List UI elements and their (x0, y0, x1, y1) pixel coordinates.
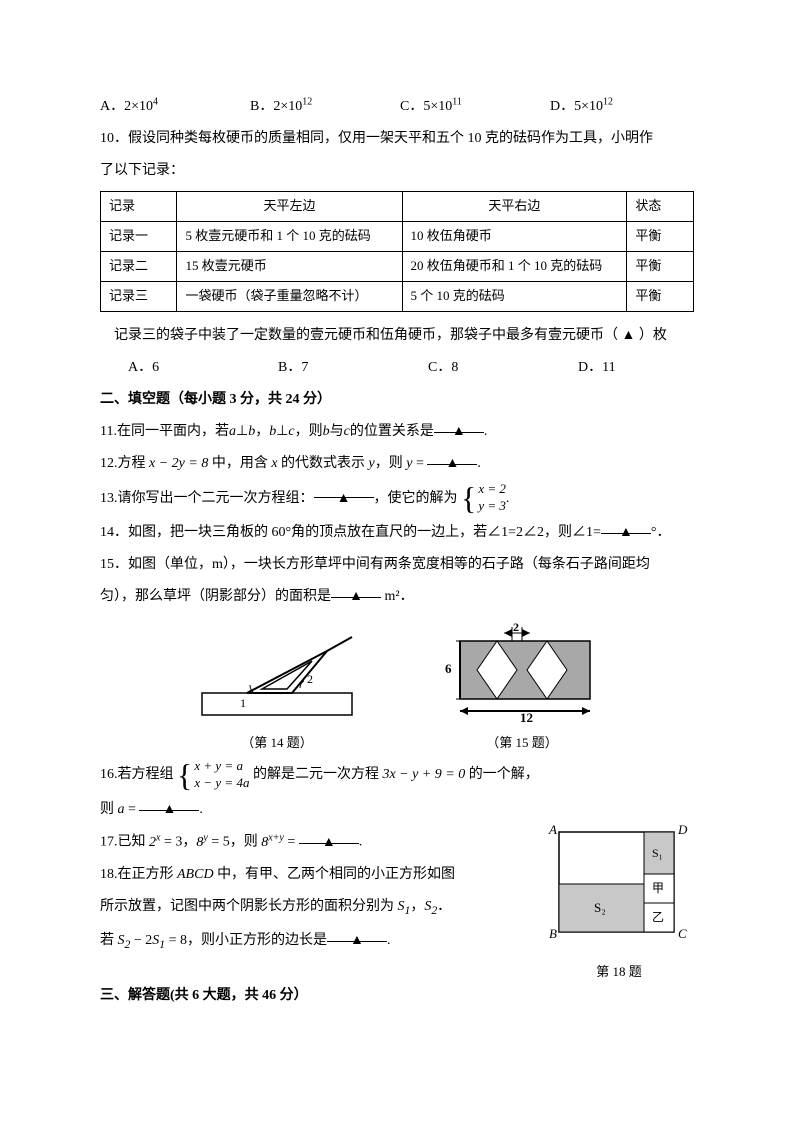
blank[interactable]: ▲ (434, 416, 484, 433)
fig18: A D B C S₁ S₂ 甲 乙 第 18 题 (544, 822, 694, 980)
q13: 13.请你写出一个二元一次方程组：▲，使它的解为 {x = 2y = 3. (100, 481, 694, 517)
blank[interactable]: ▲ (331, 581, 381, 598)
q16: 16.若方程组 {x + y = ax − y = 4a 的解是二元一次方程 3… (100, 757, 694, 793)
fig15-svg: 6 12 2 (442, 623, 602, 723)
svg-text:1: 1 (240, 696, 246, 710)
q15b: 匀），那么草坪（阴影部分）的面积是▲ m²． (100, 581, 694, 613)
svg-text:2: 2 (513, 623, 519, 634)
blank[interactable]: ▲ (327, 925, 387, 942)
fig14-caption: （第 14 题） (192, 732, 362, 751)
svg-text:12: 12 (520, 710, 533, 723)
fig18-caption: 第 18 题 (544, 961, 694, 980)
q10-opts: A．6 B．7 C．8 D．11 (100, 352, 694, 384)
svg-text:6: 6 (445, 661, 452, 676)
svg-text:S₁: S₁ (652, 846, 663, 860)
fig15-caption: （第 15 题） (442, 732, 602, 751)
svg-text:乙: 乙 (652, 910, 664, 924)
opt-a: A．2×10 (100, 95, 153, 115)
blank[interactable]: ▲ (299, 827, 359, 844)
q10-text1: 10．假设同种类每枚硬币的质量相同，仅用一架天平和五个 10 克的砝码作为工具，… (100, 123, 694, 155)
q9-options: A．2×104 B．2×1012 C．5×1011 D．5×1012 (100, 95, 694, 115)
blank[interactable]: ▲ (314, 481, 374, 498)
q10-table: 记录 天平左边 天平右边 状态 记录一5 枚壹元硬币和 1 个 10 克的砝码1… (100, 191, 694, 311)
svg-text:甲: 甲 (652, 881, 664, 895)
q10-text2: 了以下记录： (100, 155, 694, 187)
blank[interactable]: ▲ (601, 517, 651, 534)
svg-text:2: 2 (307, 672, 313, 686)
svg-text:A: A (548, 822, 557, 837)
opt-b: B．2×10 (250, 95, 302, 115)
fig14-svg: 1 2 (192, 633, 362, 723)
q12: 12.方程 x − 2y = 8 中，用含 x 的代数式表示 y，则 y = ▲… (100, 448, 694, 480)
section3: 三、解答题(共 6 大题，共 46 分） (100, 980, 694, 1012)
opt-c: C．5×10 (400, 95, 452, 115)
svg-text:S₂: S₂ (594, 900, 606, 915)
opt-d: D．5×10 (550, 95, 603, 115)
section2: 二、填空题（每小题 3 分，共 24 分） (100, 384, 694, 416)
svg-text:B: B (549, 926, 557, 941)
q15a: 15．如图（单位，m），一块长方形草坪中间有两条宽度相等的石子路（每条石子路间距… (100, 549, 694, 581)
blank[interactable]: ▲ (139, 794, 199, 811)
figures-row: 1 2 （第 14 题） 6 12 2 （第 15 题） (100, 623, 694, 751)
q10-after: 记录三的袋子中装了一定数量的壹元硬币和伍角硬币，那袋子中最多有壹元硬币（ ▲ ）… (100, 320, 694, 352)
svg-text:D: D (677, 822, 688, 837)
q11: 11.在同一平面内，若a⊥b，b⊥c，则b与c的位置关系是▲. (100, 416, 694, 448)
q14: 14．如图，把一块三角板的 60°角的顶点放在直尺的一边上，若∠1=2∠2，则∠… (100, 517, 694, 549)
blank[interactable]: ▲ (427, 448, 477, 465)
svg-text:C: C (678, 926, 687, 941)
